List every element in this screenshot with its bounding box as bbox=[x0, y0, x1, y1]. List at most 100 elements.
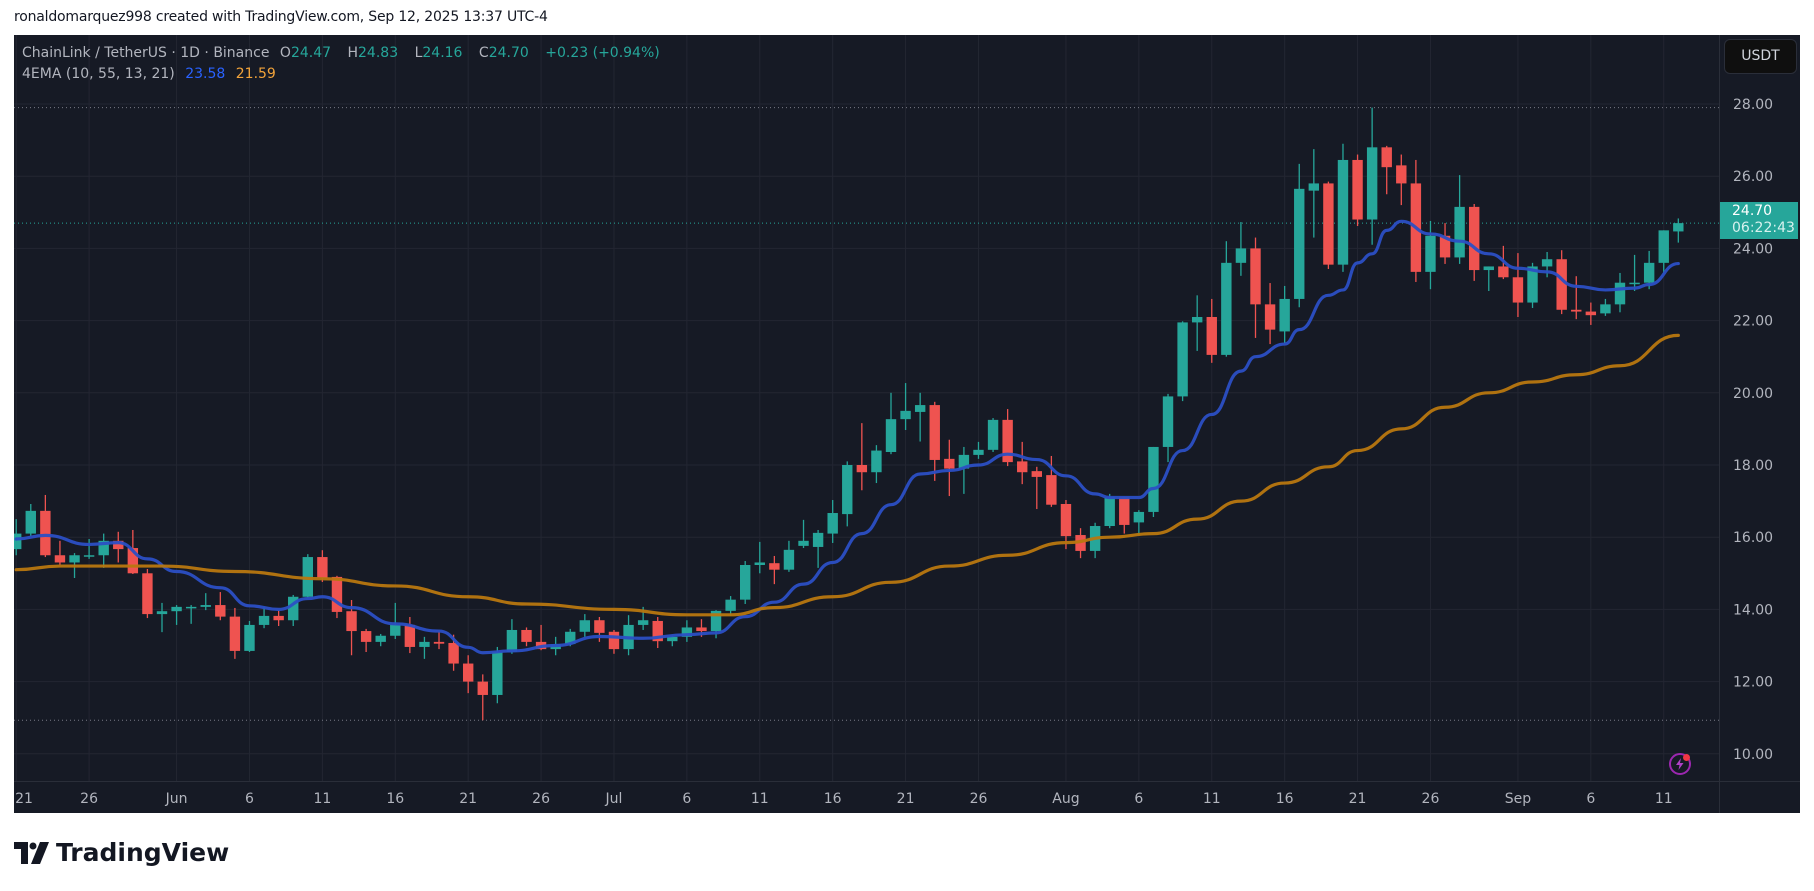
candle-body bbox=[127, 548, 139, 574]
chart-panel[interactable] bbox=[14, 35, 1800, 813]
candle-body bbox=[1352, 159, 1363, 220]
indicator-title[interactable]: 4EMA (10, 55, 13, 21) bbox=[22, 66, 175, 82]
candle bbox=[1366, 107, 1378, 245]
symbol-title[interactable]: ChainLink / TetherUS · 1D · Binance bbox=[22, 45, 270, 61]
time-tick-label: 26 bbox=[532, 791, 550, 807]
candle bbox=[725, 596, 736, 616]
candle bbox=[171, 605, 182, 625]
candle-body bbox=[725, 599, 736, 611]
time-tick-label: 26 bbox=[970, 791, 988, 807]
candle bbox=[462, 655, 474, 694]
candle-body bbox=[1643, 262, 1655, 283]
candle bbox=[258, 606, 270, 629]
candle bbox=[1410, 159, 1422, 282]
candle bbox=[215, 592, 226, 621]
time-tick-label: 21 bbox=[15, 791, 33, 807]
candle bbox=[419, 636, 430, 659]
candle bbox=[229, 607, 241, 659]
candle bbox=[973, 441, 984, 459]
time-tick-label: 16 bbox=[1276, 791, 1294, 807]
candle-body bbox=[842, 465, 853, 515]
candle-body bbox=[448, 642, 459, 664]
candle bbox=[83, 539, 95, 559]
candle-body bbox=[1512, 277, 1524, 303]
grid bbox=[14, 35, 1719, 781]
candle-body bbox=[1133, 511, 1145, 523]
candle bbox=[360, 628, 372, 652]
candle-body bbox=[1206, 316, 1217, 355]
candle bbox=[14, 519, 22, 556]
candle-body bbox=[419, 641, 430, 647]
candle bbox=[1119, 497, 1130, 534]
candle bbox=[142, 568, 153, 619]
candle-body bbox=[1585, 311, 1597, 316]
time-tick-label: 11 bbox=[1655, 791, 1673, 807]
high-label: H bbox=[347, 45, 359, 61]
time-tick-label: Jun bbox=[165, 791, 188, 807]
candle bbox=[1352, 154, 1363, 227]
candle bbox=[652, 616, 663, 649]
tradingview-logo[interactable]: TradingView bbox=[14, 838, 229, 867]
candle-body bbox=[1396, 165, 1407, 184]
candle-body bbox=[987, 419, 999, 450]
candle bbox=[754, 541, 765, 574]
candle-body bbox=[521, 629, 532, 642]
price-tick-label: 14.00 bbox=[1733, 602, 1773, 618]
candle-body bbox=[346, 611, 357, 632]
indicator-legend: 4EMA (10, 55, 13, 21) 23.58 21.59 bbox=[22, 66, 282, 82]
candle-body bbox=[1454, 206, 1465, 258]
candle-body bbox=[492, 651, 503, 695]
candle bbox=[856, 423, 868, 491]
candle-body bbox=[317, 557, 328, 578]
candle-body bbox=[667, 636, 678, 642]
candle-body bbox=[1002, 419, 1013, 463]
candle bbox=[1104, 493, 1115, 529]
low-label: L bbox=[414, 45, 423, 61]
candle-body bbox=[1600, 304, 1611, 314]
candle-body bbox=[929, 405, 940, 460]
time-tick-label: 11 bbox=[1203, 791, 1221, 807]
candle bbox=[1614, 272, 1626, 313]
candle bbox=[185, 605, 197, 624]
candle bbox=[579, 614, 591, 637]
candle-body bbox=[1366, 147, 1378, 220]
time-tick-label: Aug bbox=[1052, 791, 1079, 807]
candle bbox=[1425, 220, 1436, 290]
brand-name: TradingView bbox=[56, 838, 230, 867]
candle bbox=[404, 616, 416, 654]
candle bbox=[1629, 254, 1640, 291]
candle-body bbox=[1658, 230, 1669, 263]
candle bbox=[1002, 409, 1013, 467]
candle bbox=[25, 503, 36, 537]
candle-body bbox=[783, 549, 795, 570]
lightning-bolt-icon[interactable] bbox=[1668, 752, 1692, 776]
candle bbox=[1512, 253, 1524, 317]
candle bbox=[1396, 154, 1407, 206]
candle-body bbox=[754, 562, 765, 565]
candle-body bbox=[1060, 503, 1072, 537]
candle-body bbox=[288, 596, 299, 621]
candle-body bbox=[1556, 259, 1567, 310]
candle-body bbox=[1614, 282, 1626, 305]
candle-body bbox=[273, 615, 284, 621]
candle bbox=[317, 550, 328, 582]
open-value: 24.47 bbox=[290, 45, 332, 61]
time-tick-label: 26 bbox=[80, 791, 98, 807]
currency-button[interactable]: USDT bbox=[1724, 39, 1797, 74]
candle bbox=[273, 610, 284, 627]
candle-body bbox=[1337, 159, 1349, 265]
candle bbox=[433, 631, 445, 650]
candle bbox=[113, 531, 124, 563]
candle-body bbox=[594, 620, 605, 633]
candle bbox=[244, 620, 255, 652]
time-tick-label: 26 bbox=[1422, 791, 1440, 807]
candle-body bbox=[1221, 262, 1232, 355]
price-tick-label: 26.00 bbox=[1733, 169, 1773, 185]
candle-body bbox=[1381, 147, 1392, 168]
symbol-legend: ChainLink / TetherUS · 1D · Binance O24.… bbox=[22, 45, 666, 61]
candle bbox=[1206, 298, 1217, 363]
candle bbox=[375, 633, 386, 647]
candle-body bbox=[331, 576, 343, 612]
candle-body bbox=[1308, 183, 1320, 191]
